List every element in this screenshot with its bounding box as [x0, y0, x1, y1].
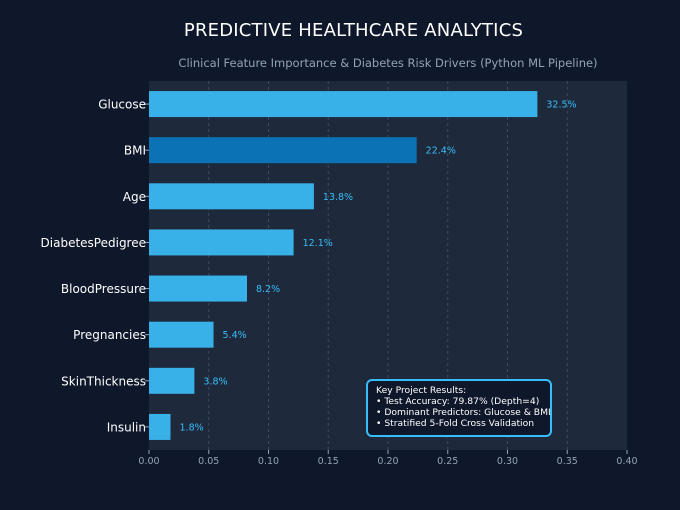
value-label: 13.8%: [323, 192, 353, 203]
bar-diabetespedigree: [149, 229, 294, 256]
category-label: Glucose: [98, 98, 146, 112]
x-tick-label: 0.10: [258, 456, 279, 467]
chart-subtitle: Clinical Feature Importance & Diabetes R…: [178, 56, 598, 70]
x-tick-label: 0.05: [198, 456, 219, 467]
category-label: Pregnancies: [73, 328, 146, 342]
x-tick-label: 0.20: [377, 456, 398, 467]
x-tick-label: 0.35: [557, 456, 578, 467]
value-label: 3.8%: [203, 376, 227, 387]
x-tick-label: 0.00: [138, 456, 159, 467]
category-label: SkinThickness: [61, 374, 146, 388]
value-label: 22.4%: [426, 146, 456, 157]
value-label: 8.2%: [256, 284, 280, 295]
bar-bloodpressure: [149, 275, 247, 302]
value-label: 32.5%: [546, 100, 576, 111]
x-tick-label: 0.40: [616, 456, 637, 467]
key-results-heading: Key Project Results:: [376, 385, 467, 396]
category-label: Age: [123, 190, 146, 204]
key-results-line: • Stratified 5-Fold Cross Validation: [376, 418, 535, 429]
x-tick-label: 0.15: [318, 456, 339, 467]
chart-title: PREDICTIVE HEALTHCARE ANALYTICS: [183, 20, 524, 41]
x-tick-label: 0.30: [497, 456, 518, 467]
key-results-line: • Dominant Predictors: Glucose & BMI: [376, 407, 551, 418]
category-label: BMI: [124, 144, 146, 158]
x-tick-label: 0.25: [437, 456, 458, 467]
key-results-line: • Test Accuracy: 79.87% (Depth=4): [376, 396, 540, 407]
bar-glucose: [149, 91, 538, 118]
bar-bmi: [149, 137, 417, 164]
bar-pregnancies: [149, 321, 214, 348]
bar-age: [149, 183, 314, 210]
key-results-box: Key Project Results: • Test Accuracy: 79…: [366, 379, 552, 437]
category-label: Insulin: [107, 420, 146, 434]
bar-insulin: [149, 413, 171, 440]
value-label: 5.4%: [223, 330, 247, 341]
bar-skinthickness: [149, 367, 195, 394]
value-label: 12.1%: [303, 238, 333, 249]
category-label: DiabetesPedigree: [41, 236, 146, 250]
category-label: BloodPressure: [61, 282, 146, 296]
value-label: 1.8%: [180, 422, 204, 433]
